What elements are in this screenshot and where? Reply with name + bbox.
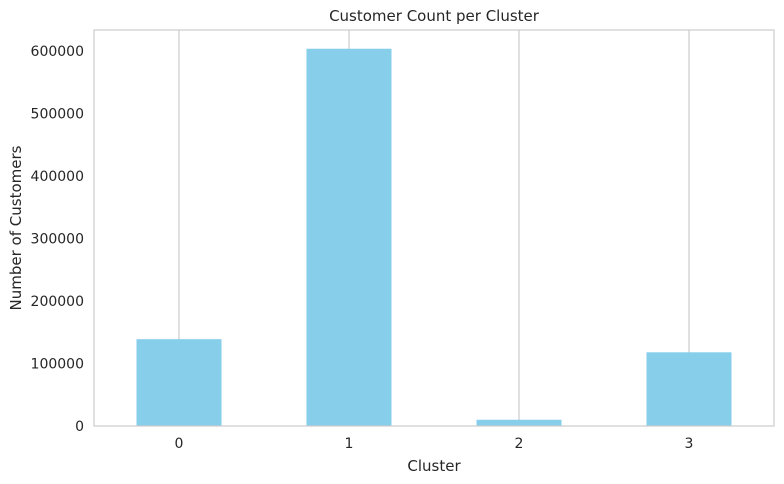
- y-tick-label-1: 100000: [31, 357, 84, 373]
- grid-lines: [178, 30, 690, 426]
- x-tick-labels: 0 1 2 3: [175, 436, 694, 452]
- bar-cluster-3: [646, 352, 732, 426]
- x-tick-label-3: 3: [685, 436, 694, 452]
- bars: [136, 48, 732, 427]
- y-tick-label-6: 600000: [31, 44, 84, 60]
- bar-cluster-0: [136, 339, 222, 426]
- y-tick-label-4: 400000: [31, 169, 84, 185]
- x-axis-label: Cluster: [407, 457, 461, 475]
- y-tick-label-2: 200000: [31, 294, 84, 310]
- y-tick-label-0: 0: [75, 419, 84, 435]
- x-tick-label-1: 1: [345, 436, 354, 452]
- y-tick-labels: 0 100000 200000 300000 400000 500000 600000: [31, 44, 84, 435]
- y-axis-label: Number of Customers: [7, 145, 25, 310]
- y-tick-label-3: 300000: [31, 232, 84, 248]
- bar-cluster-1: [306, 48, 392, 427]
- plot-frame: [93, 29, 775, 427]
- chart-title: Customer Count per Cluster: [329, 7, 540, 25]
- x-tick-label-2: 2: [515, 436, 524, 452]
- bar-cluster-2: [476, 419, 562, 426]
- x-tick-label-0: 0: [175, 436, 184, 452]
- y-tick-label-5: 500000: [31, 107, 84, 123]
